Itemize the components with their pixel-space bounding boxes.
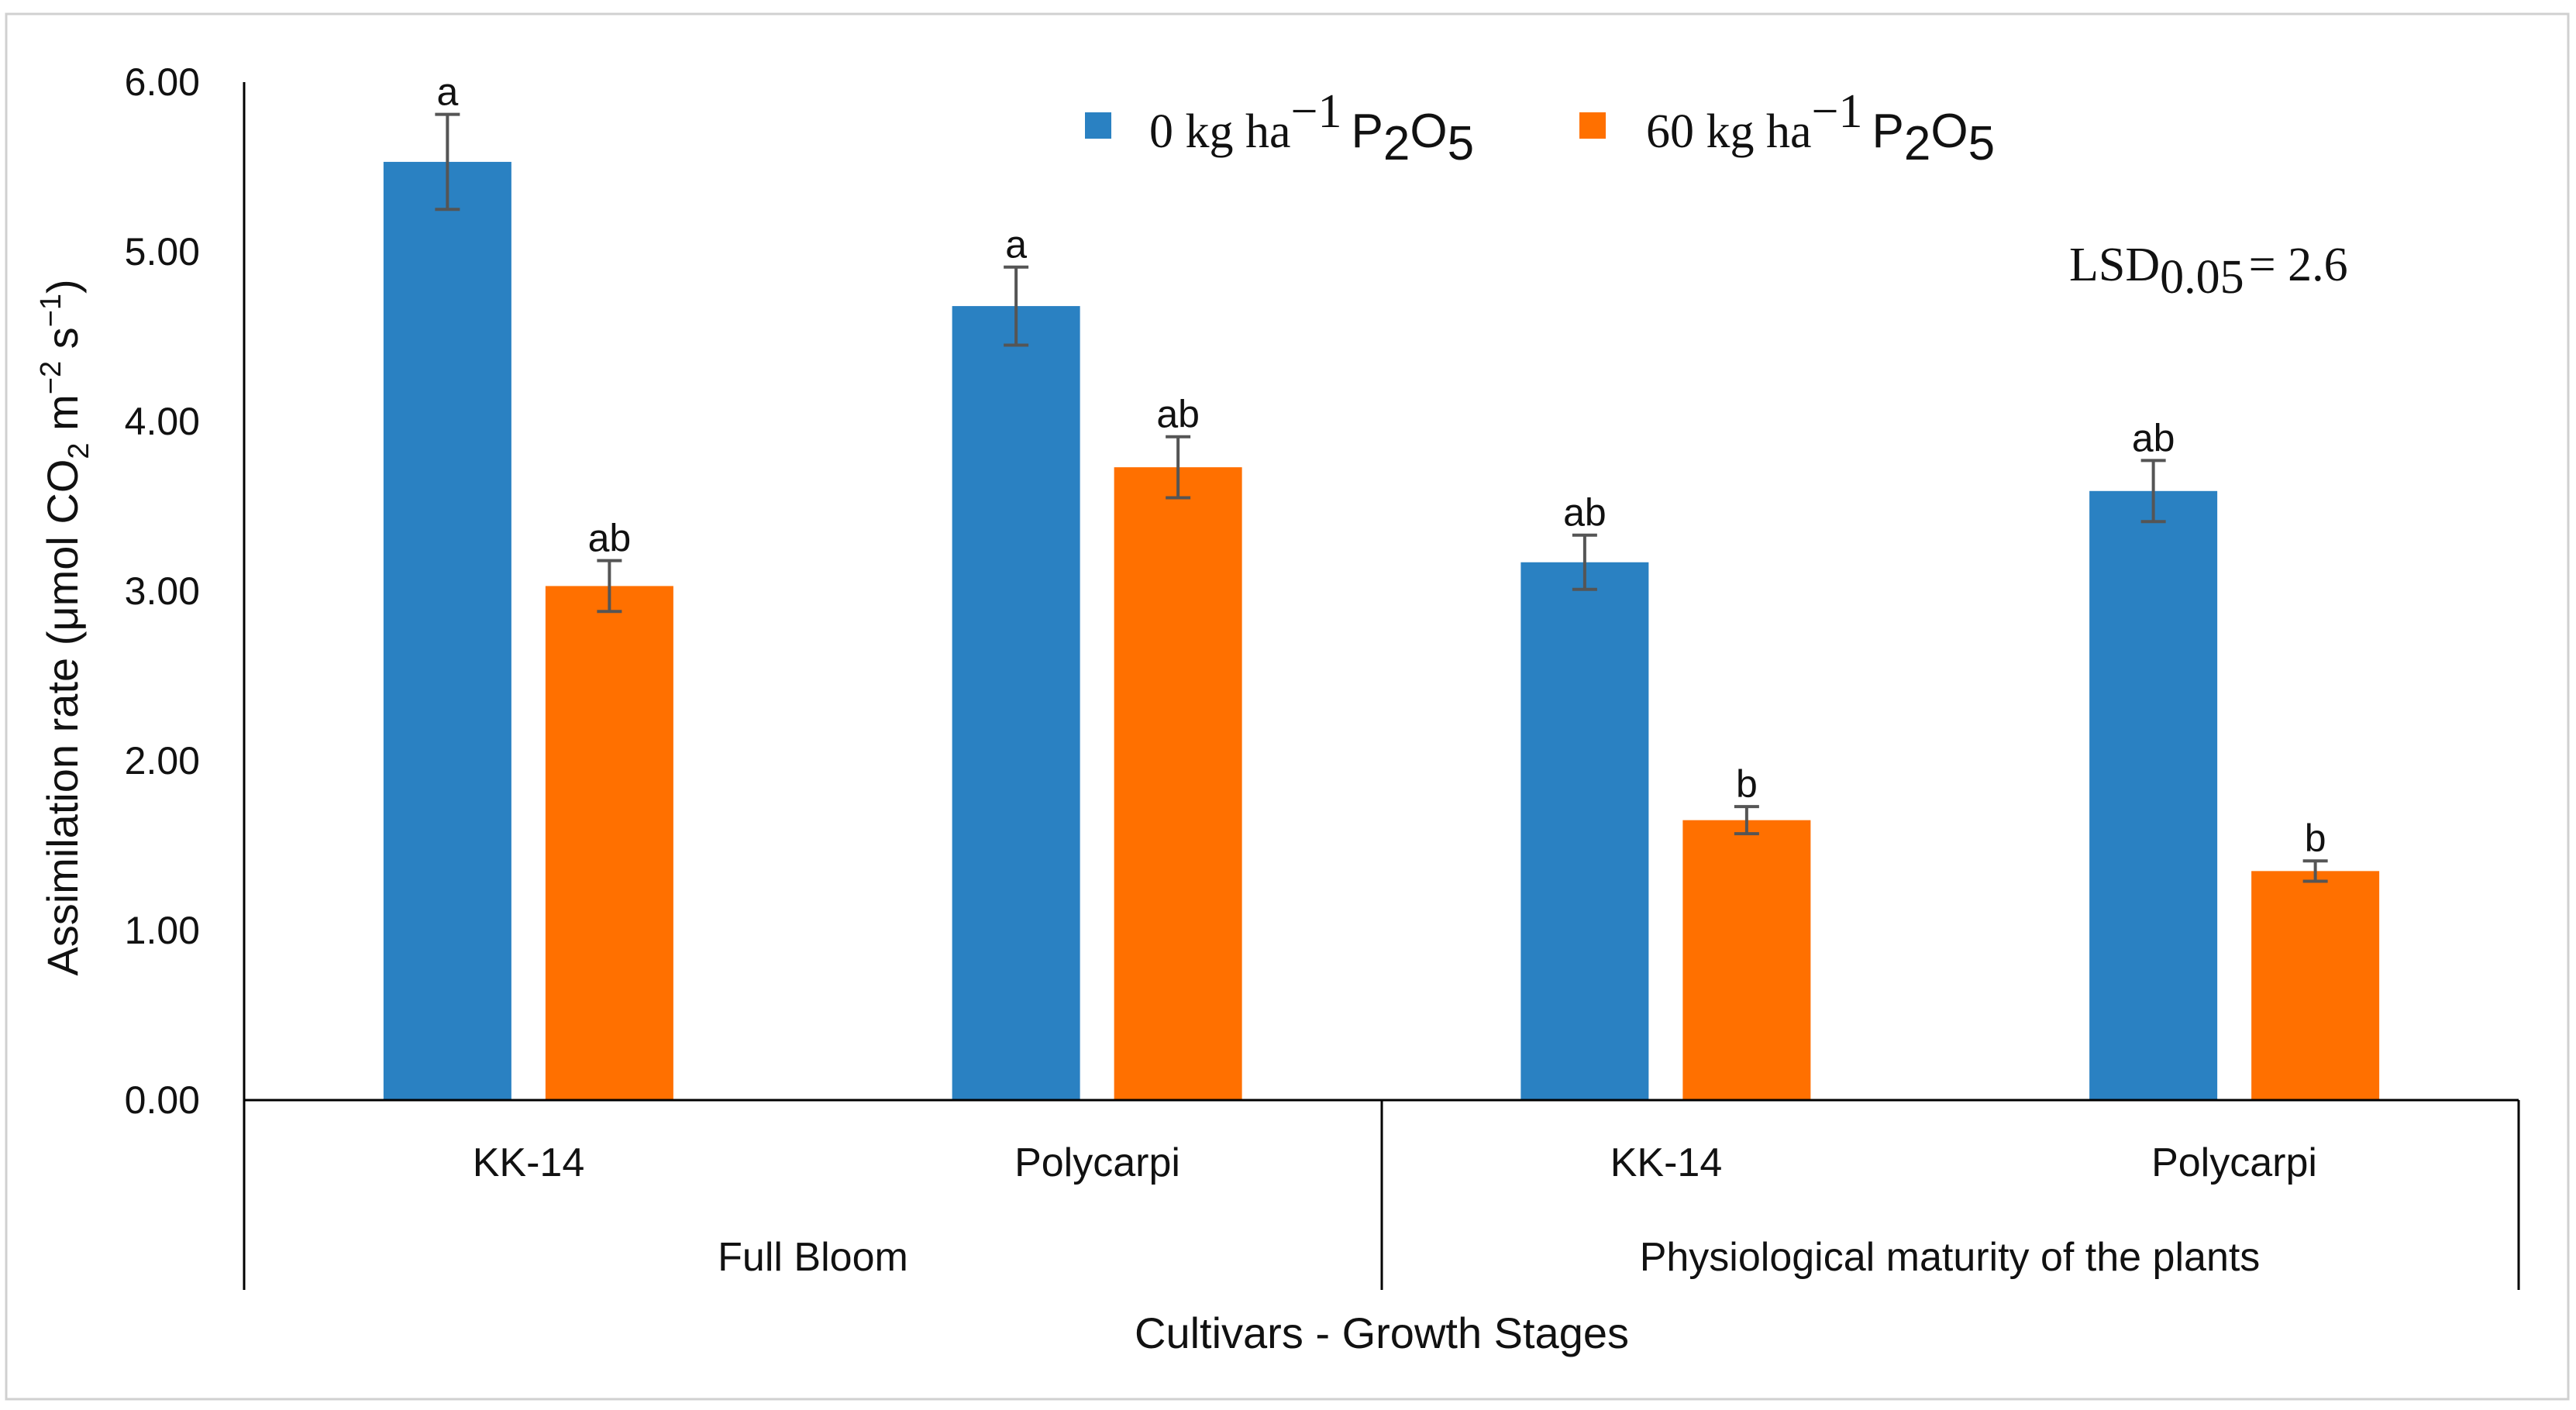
significance-letter: b: [2305, 817, 2326, 860]
significance-letter: ab: [1156, 393, 1200, 436]
y-tick-label: 5.00: [125, 230, 200, 273]
error-bar: [1734, 805, 1759, 836]
legend-label-60kg: 60 kg ha−1 P2O5: [1646, 85, 1995, 170]
category-label-kk14-maturity: KK-14: [1610, 1140, 1723, 1185]
category-label-polycarpi-maturity: Polycarpi: [2151, 1140, 2317, 1185]
y-axis-title-sup-s: −1: [35, 294, 67, 327]
bar-0kg-0: [383, 161, 511, 1101]
legend: 0 kg ha−1 P2O5 60 kg ha−1 P2O5: [1085, 85, 1995, 170]
legend-60kg-pre: 60 kg ha: [1646, 105, 1812, 158]
error-bar: [1572, 533, 1597, 591]
y-axis-title-mid: m: [38, 394, 87, 442]
y-tick-label: 2.00: [125, 739, 200, 782]
bar-0kg-2: [1520, 562, 1649, 1100]
y-axis-title-pre: Assimilation rate (μmol CO: [38, 459, 87, 976]
bar-series: a ab a ab ab b ab b: [383, 70, 2380, 1101]
bar-60kg-3: [2251, 871, 2380, 1100]
error-bar: [1166, 435, 1191, 500]
bar-60kg-0: [545, 586, 673, 1100]
legend-60kg-p: P: [1872, 105, 1904, 158]
legend-0kg-sub1: 2: [1383, 117, 1410, 170]
chart-border: [5, 12, 2570, 1401]
group-label-physiological-maturity: Physiological maturity of the plants: [1640, 1235, 2261, 1280]
legend-60kg-sup: −1: [1812, 85, 1863, 138]
significance-letter: ab: [2132, 416, 2175, 459]
y-tick-label: 6.00: [125, 60, 200, 104]
bar-0kg-1: [952, 306, 1080, 1101]
y-tick-label: 1.00: [125, 909, 200, 952]
legend-0kg-sub2: 5: [1448, 117, 1474, 170]
legend-0kg-o: O: [1410, 105, 1447, 158]
y-axis-title-sup-m: −2: [35, 361, 67, 394]
significance-letter: a: [436, 70, 458, 114]
lsd-post: = 2.6: [2249, 239, 2348, 291]
lsd-annotation: LSD0.05= 2.6: [2069, 239, 2348, 304]
y-tick-label: 3.00: [125, 569, 200, 613]
y-axis-ticks: 0.00 1.00 2.00 3.00 4.00 5.00 6.00: [125, 60, 200, 1122]
category-label-polycarpi-fullbloom: Polycarpi: [1014, 1140, 1180, 1185]
bar-0kg-3: [2089, 490, 2218, 1100]
legend-0kg-p: P: [1352, 105, 1383, 158]
error-bar: [1004, 265, 1029, 347]
error-bar: [2140, 459, 2166, 524]
significance-letter: a: [1005, 223, 1027, 267]
y-axis-title-post: ): [38, 279, 87, 294]
legend-60kg-o: O: [1930, 105, 1968, 158]
legend-0kg-pre: 0 kg ha: [1149, 105, 1291, 158]
y-tick-label: 0.00: [125, 1078, 200, 1122]
legend-label-0kg: 0 kg ha−1 P2O5: [1149, 85, 1474, 170]
lsd-sub: 0.05: [2160, 251, 2244, 304]
y-axis-title-mid2: s: [38, 327, 87, 361]
lsd-main: LSD: [2069, 239, 2160, 291]
bar-60kg-1: [1114, 467, 1242, 1100]
legend-0kg-sup: −1: [1291, 85, 1342, 138]
category-label-kk14-fullbloom: KK-14: [473, 1140, 585, 1185]
significance-letter: ab: [1563, 491, 1607, 535]
legend-60kg-sub1: 2: [1904, 117, 1930, 170]
error-bar: [2302, 859, 2328, 883]
x-axis-title: Cultivars - Growth Stages: [1135, 1309, 1629, 1357]
bar-60kg-2: [1682, 820, 1811, 1100]
significance-letter: b: [1736, 762, 1758, 806]
legend-60kg-sub2: 5: [1968, 117, 1995, 170]
group-label-full-bloom: Full Bloom: [718, 1235, 908, 1280]
y-axis-title: Assimilation rate (μmol CO2 m−2 s−1): [35, 279, 95, 975]
legend-swatch-0kg: [1085, 112, 1111, 139]
error-bar: [435, 112, 460, 212]
y-tick-label: 4.00: [125, 400, 200, 443]
error-bar: [597, 559, 622, 614]
legend-swatch-60kg: [1579, 112, 1606, 139]
y-axis-title-sub-co2: 2: [63, 442, 95, 459]
significance-letter: ab: [588, 517, 632, 560]
